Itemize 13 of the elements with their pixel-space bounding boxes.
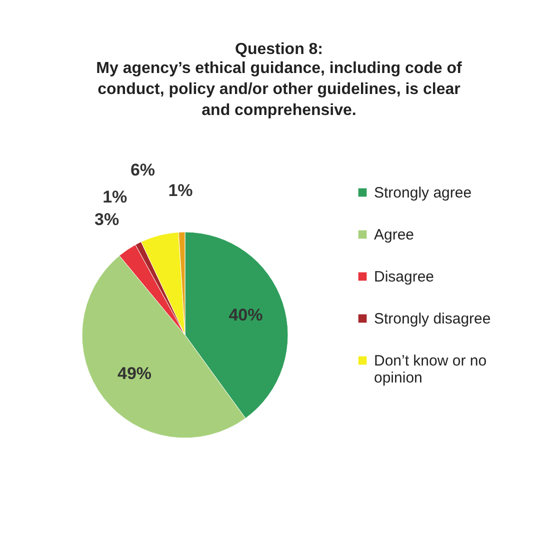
data-label: 49% (118, 364, 152, 384)
data-label: 1% (168, 180, 193, 200)
legend-label: Disagree (374, 268, 434, 286)
legend-label: Don’t know or no opinion (374, 352, 487, 386)
data-label: 3% (94, 210, 120, 229)
data-label: 1% (102, 187, 128, 206)
legend-label: Strongly disagree (374, 310, 491, 328)
data-label: 40% (228, 305, 263, 324)
data-label: 6% (130, 160, 156, 180)
chart-subtitle: My agency’s ethical guidance, including code of conduct, policy and/or other guidelines, is clear and comprehensive. (96, 60, 463, 119)
legend-label: Strongly agree (374, 184, 472, 202)
legend-label: Agree (374, 226, 414, 244)
chart-title: Question 8: (234, 41, 324, 58)
